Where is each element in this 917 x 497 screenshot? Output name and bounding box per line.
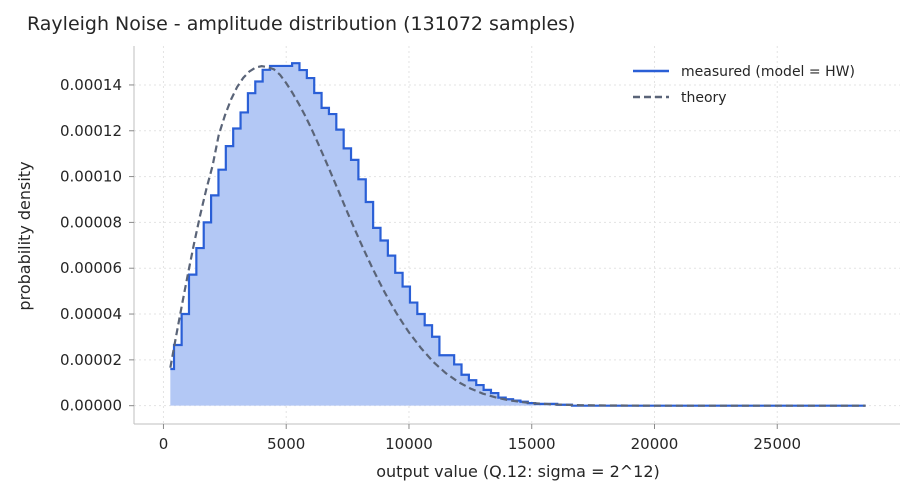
legend-label-theory: theory bbox=[681, 90, 727, 106]
x-tick-label: 10000 bbox=[385, 435, 433, 453]
y-tick-label: 0.00012 bbox=[60, 122, 122, 140]
y-tick-label: 0.00002 bbox=[60, 351, 122, 369]
y-axis-label: probability density bbox=[15, 161, 34, 310]
theory-dashed-line bbox=[169, 65, 866, 407]
y-tick-label: 0.00010 bbox=[60, 168, 122, 186]
x-tick-label: 5000 bbox=[267, 435, 305, 453]
x-tick-label: 15000 bbox=[508, 435, 556, 453]
y-tick-label: 0.00014 bbox=[60, 76, 122, 94]
y-tick-label: 0.00008 bbox=[60, 213, 122, 231]
measured-step-line bbox=[170, 62, 866, 407]
legend: measured (model = HW) theory bbox=[633, 64, 855, 106]
y-axis-ticks: 0.00000 0.00002 0.00004 0.00006 0.00008 0.000… bbox=[60, 76, 134, 415]
y-tick-label: 0.00000 bbox=[60, 397, 122, 415]
x-tick-label: 25000 bbox=[753, 435, 801, 453]
x-tick-label: 20000 bbox=[631, 435, 679, 453]
legend-label-measured: measured (model = HW) bbox=[681, 64, 855, 80]
x-axis-label: output value (Q.12: sigma = 2^12) bbox=[376, 462, 660, 481]
chart-title: Rayleigh Noise - amplitude distribution … bbox=[27, 13, 575, 35]
x-tick-label: 0 bbox=[159, 435, 169, 453]
plot-area: 0 5000 10000 15000 20000 25000 0.00000 0.00002… bbox=[60, 46, 900, 453]
y-tick-label: 0.00006 bbox=[60, 259, 122, 277]
measured-area-fill bbox=[170, 63, 866, 406]
y-tick-label: 0.00004 bbox=[60, 305, 122, 323]
x-axis-ticks: 0 5000 10000 15000 20000 25000 bbox=[159, 424, 801, 453]
series-layer bbox=[169, 62, 866, 407]
